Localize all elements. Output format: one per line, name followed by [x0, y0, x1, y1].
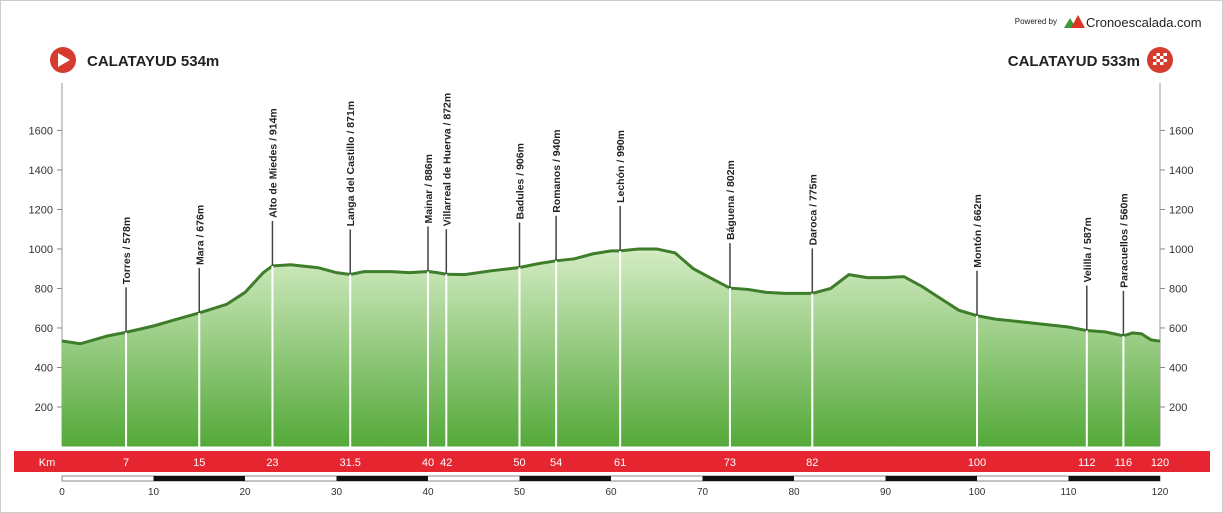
km-mark: 40: [422, 457, 434, 469]
x-tick-label: 80: [788, 487, 800, 498]
km-mark: 73: [724, 457, 736, 469]
x-tick-label: 120: [1152, 487, 1169, 498]
powered-by: Powered by: [1015, 17, 1057, 26]
waypoint-label: Báguena / 802m: [725, 160, 737, 240]
waypoint-label: Paracuellos / 560m: [1118, 193, 1130, 288]
x-tick-label: 50: [514, 487, 526, 498]
scale-segment: [1068, 476, 1160, 481]
finish-icon: [1147, 47, 1173, 73]
waypoint-label: Lechón / 990m: [615, 130, 627, 203]
km-mark: 42: [440, 457, 452, 469]
finish-label: CALATAYUD 533m: [1008, 53, 1140, 70]
y-tick-label: 600: [1169, 323, 1187, 335]
waypoint-label: Velilla / 587m: [1082, 217, 1094, 282]
km-mark: 82: [806, 457, 818, 469]
waypoint-label: Romanos / 940m: [551, 129, 563, 212]
x-tick-label: 0: [59, 487, 65, 498]
km-mark: 31.5: [340, 457, 361, 469]
waypoint-label: Villarreal de Huerva / 872m: [441, 93, 453, 226]
scale-segment: [885, 476, 977, 481]
x-tick-label: 60: [605, 487, 617, 498]
waypoint-label: Mara / 676m: [194, 205, 206, 265]
km-band: [14, 451, 1210, 472]
y-tick-label: 1600: [29, 125, 53, 137]
y-tick-label: 600: [35, 323, 53, 335]
waypoint-label: Torres / 578m: [121, 217, 133, 285]
km-mark: 61: [614, 457, 626, 469]
y-tick-label: 1200: [1169, 204, 1193, 216]
waypoint-label: Langa del Castillo / 871m: [345, 101, 357, 226]
x-tick-label: 40: [422, 487, 434, 498]
y-tick-label: 200: [35, 402, 53, 414]
km-mark: 15: [193, 457, 205, 469]
waypoint-label: Daroca / 775m: [807, 174, 819, 245]
brand-logo: [1064, 15, 1085, 28]
y-tick-label: 1000: [1169, 244, 1193, 256]
y-tick-label: 200: [1169, 402, 1187, 414]
waypoint-label: Montón / 662m: [972, 194, 984, 268]
y-tick-label: 1200: [29, 204, 53, 216]
y-tick-label: 800: [1169, 283, 1187, 295]
y-tick-label: 1000: [29, 244, 53, 256]
y-tick-label: 1600: [1169, 125, 1193, 137]
km-mark: 120: [1151, 457, 1169, 469]
km-mark: 116: [1115, 457, 1133, 469]
y-tick-label: 400: [35, 362, 53, 374]
km-mark: 100: [968, 457, 986, 469]
y-tick-label: 800: [35, 283, 53, 295]
km-mark: 23: [266, 457, 278, 469]
x-tick-label: 10: [148, 487, 160, 498]
waypoint-label: Alto de Miedes / 914m: [267, 108, 279, 218]
waypoint-label: Mainar / 886m: [423, 154, 435, 223]
km-mark: 7: [123, 457, 129, 469]
start-icon: [50, 47, 76, 73]
x-tick-label: 100: [969, 487, 986, 498]
x-tick-label: 110: [1061, 487, 1077, 498]
y-tick-label: 1400: [29, 165, 53, 177]
y-tick-label: 400: [1169, 362, 1187, 374]
x-tick-label: 90: [880, 487, 892, 498]
x-tick-label: 70: [697, 487, 709, 498]
start-label: CALATAYUD 534m: [87, 53, 219, 70]
scale-segment: [702, 476, 794, 481]
scale-segment: [153, 476, 245, 481]
profile-line: [61, 247, 1161, 346]
x-tick-label: 30: [331, 487, 343, 498]
profile-area: [62, 248, 1160, 447]
brand: Cronoescalada.com: [1086, 15, 1202, 30]
scale-segment: [519, 476, 611, 481]
y-tick-label: 1400: [1169, 165, 1193, 177]
scale-segment: [336, 476, 428, 481]
km-mark: 50: [513, 457, 525, 469]
km-mark: 112: [1078, 457, 1096, 469]
waypoint-label: Badules / 906m: [515, 143, 527, 219]
km-title: Km: [39, 457, 56, 469]
x-tick-label: 20: [239, 487, 251, 498]
km-mark: 54: [550, 457, 562, 469]
